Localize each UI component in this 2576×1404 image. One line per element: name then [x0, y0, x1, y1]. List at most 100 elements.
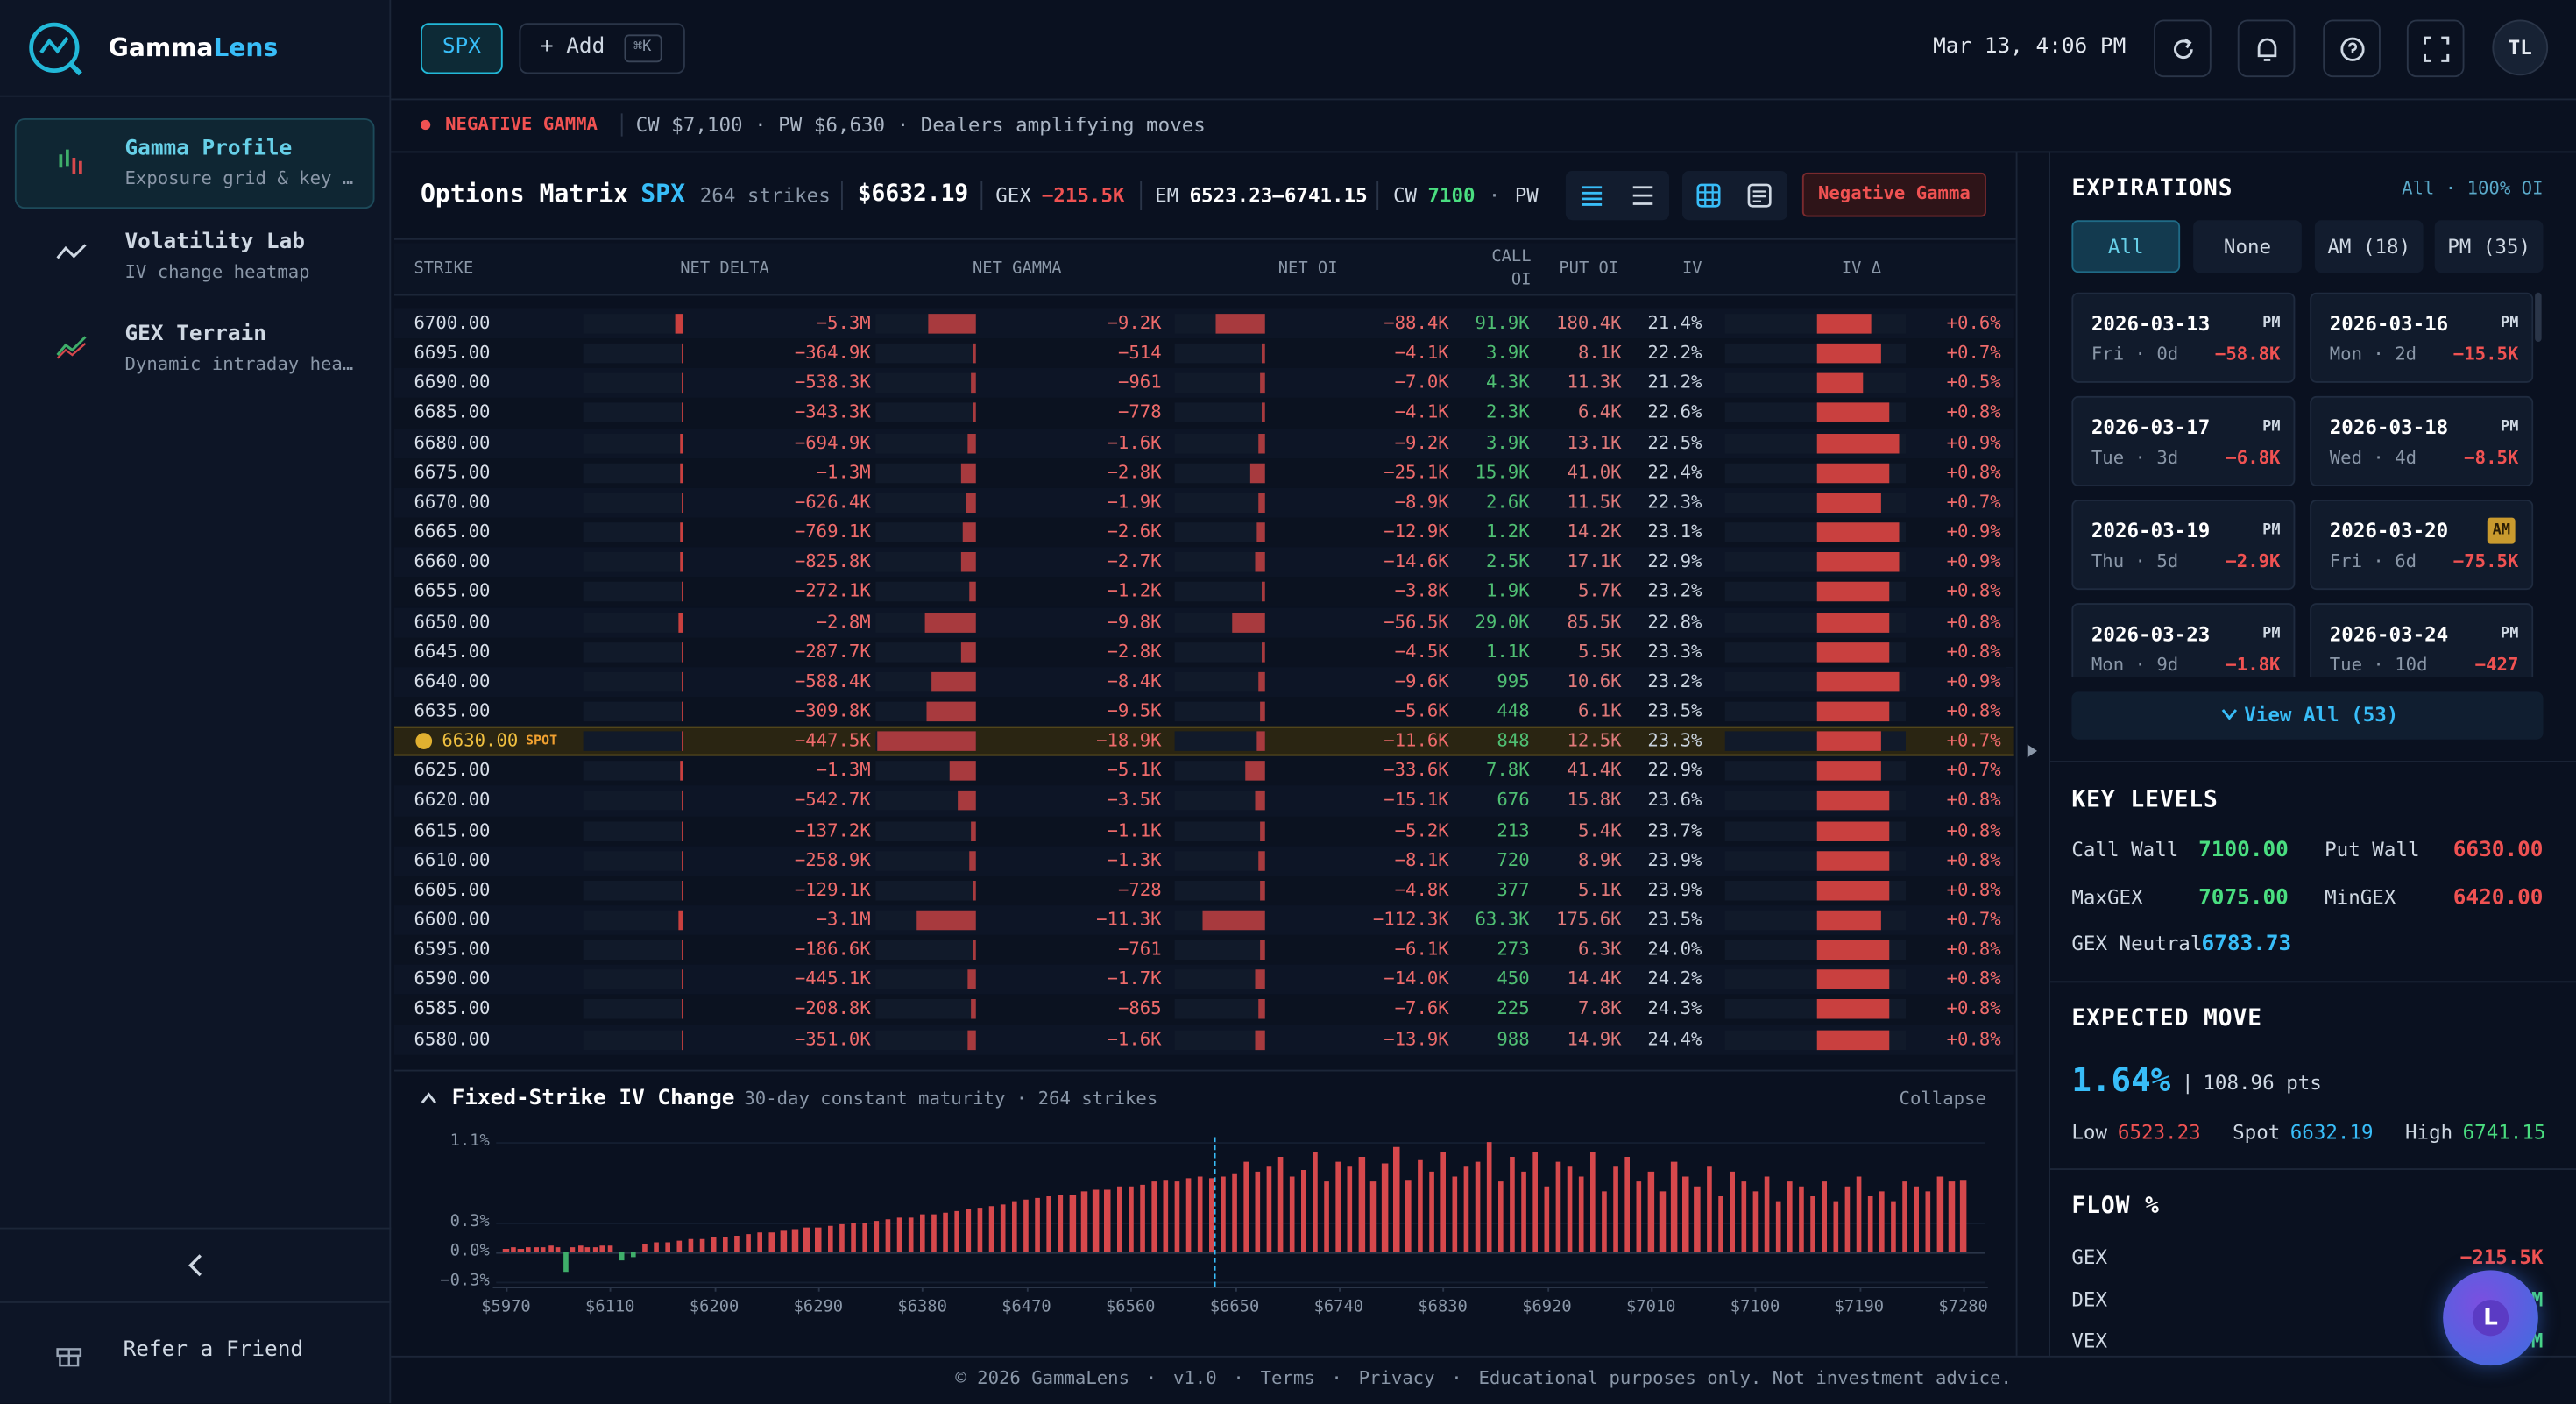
separator: ·	[1233, 1367, 1243, 1388]
iv-bar	[548, 1245, 553, 1252]
iv-change: +0.9%	[1508, 669, 2001, 695]
privacy-link[interactable]: Privacy	[1359, 1367, 1435, 1388]
session-tag: PM	[2062, 415, 2518, 441]
column-header: IV	[1682, 257, 1702, 283]
iv-bar	[607, 1245, 612, 1252]
list-view-button[interactable]	[1579, 182, 1605, 209]
iv-bar	[654, 1243, 659, 1252]
low-label: Low	[2071, 1119, 2107, 1145]
iv-bar	[943, 1212, 948, 1252]
iv-bar	[1845, 1187, 1851, 1252]
iv-bar	[676, 1241, 682, 1252]
iv-bar	[1001, 1205, 1006, 1252]
panel-border	[2016, 152, 2018, 1356]
iv-bar	[734, 1236, 740, 1252]
iv-bar	[1174, 1182, 1179, 1252]
expiration-card[interactable]: 2026-03-19PMThu · 5d−2.9K	[2071, 500, 2295, 590]
collapse-chevron[interactable]	[421, 1091, 437, 1104]
iv-bar	[1672, 1162, 1677, 1252]
alert-status: NEGATIVE GAMMA	[445, 112, 598, 138]
iv-bar	[1185, 1178, 1191, 1252]
iv-bar	[896, 1218, 902, 1252]
iv-bar	[1717, 1197, 1723, 1252]
iv-change: +0.7%	[1508, 490, 2001, 516]
iv-bar	[1116, 1187, 1122, 1252]
iv-bar	[1521, 1172, 1526, 1252]
cards-scrollbar[interactable]	[2535, 293, 2542, 342]
iv-bar	[966, 1209, 971, 1252]
divider	[2050, 761, 2576, 762]
expiration-card[interactable]: 2026-03-13PMFri · 0d−58.8K	[2071, 293, 2295, 383]
iv-bar	[700, 1240, 705, 1252]
nav-title[interactable]: Gamma Profile	[125, 137, 293, 163]
iv-bar	[1752, 1192, 1758, 1252]
high-label: High	[2405, 1119, 2452, 1145]
iv-bar	[1602, 1192, 1607, 1252]
iv-bar	[1949, 1182, 1954, 1252]
avatar-initials: TL	[2274, 34, 2576, 60]
iv-bar	[585, 1248, 591, 1252]
iv-bar	[1370, 1182, 1376, 1252]
grid-line	[496, 1252, 1985, 1253]
iv-change: +0.6%	[1508, 310, 2001, 337]
chart-subtitle: 30-day constant maturity · 264 strikes	[744, 1086, 1157, 1112]
expiration-card[interactable]: 2026-03-18PMWed · 4d−8.5K	[2310, 396, 2533, 486]
iv-bar	[920, 1215, 925, 1252]
iv-bar	[862, 1222, 867, 1252]
iv-bar	[978, 1208, 983, 1252]
iv-bar	[1764, 1177, 1769, 1252]
sidebar	[0, 0, 391, 1403]
iv-bar	[1290, 1177, 1295, 1252]
iv-bar	[1463, 1167, 1468, 1252]
iv-bar	[1093, 1190, 1099, 1252]
iv-bar	[1047, 1197, 1052, 1252]
iv-bar	[1556, 1162, 1561, 1252]
x-tick	[1026, 1287, 1028, 1292]
expirations-summary: All · 100% OI	[2050, 176, 2544, 202]
view-all-label: View All (53)	[2244, 702, 2398, 728]
y-tick-label: −0.3%	[0, 1268, 490, 1294]
assistant-label: L	[2244, 1305, 2576, 1331]
section-title: EXPECTED MOVE	[2071, 1006, 2262, 1032]
column-header: CALL OI	[1479, 246, 1532, 293]
nav-title[interactable]: Volatility Lab	[125, 230, 305, 256]
key-level-value: 6420.00	[2050, 885, 2544, 911]
iv-bar	[541, 1247, 546, 1252]
iv-bar	[619, 1252, 624, 1259]
nav-title[interactable]: GEX Terrain	[125, 323, 266, 349]
iv-bar	[1799, 1187, 1804, 1252]
iv-bar	[1058, 1195, 1064, 1252]
y-tick-label: 1.1%	[0, 1129, 490, 1155]
expiration-card[interactable]: 2026-03-16PMMon · 2d−15.5K	[2310, 293, 2533, 383]
copyright: © 2026 GammaLens	[955, 1367, 1129, 1388]
footer-border	[391, 1356, 2576, 1358]
iv-bar	[1868, 1197, 1873, 1252]
iv-bar	[954, 1211, 959, 1252]
pw-label: PW	[1515, 182, 1539, 209]
nav-icon	[56, 334, 89, 360]
key-level-label: GEX Neutral	[2071, 930, 2202, 956]
nav-subtitle: Dynamic intraday hea…	[125, 351, 354, 378]
iv-bar	[1695, 1187, 1700, 1252]
expiration-card[interactable]: 2026-03-17PMTue · 3d−6.8K	[2071, 396, 2295, 486]
footer: © 2026 GammaLens·v1.0·Terms·Privacy·Educ…	[391, 1365, 2576, 1392]
iv-bar	[781, 1230, 786, 1252]
iv-bar	[908, 1216, 913, 1252]
expiration-card[interactable]: 2026-03-20AMFri · 6d−75.5K	[2310, 500, 2533, 590]
x-tick	[506, 1287, 508, 1292]
expand-arrow[interactable]	[2026, 744, 2039, 757]
iv-bar	[989, 1206, 994, 1252]
separator: |	[2182, 1070, 2194, 1096]
terms-link[interactable]: Terms	[1261, 1367, 1315, 1388]
refer-link[interactable]: Refer a Friend	[124, 1337, 303, 1364]
divider	[1376, 181, 1378, 210]
low-value: 6523.23	[2118, 1119, 2201, 1145]
iv-bar	[600, 1244, 605, 1252]
iv-bar	[1914, 1187, 1920, 1252]
collapse-button: Collapse	[1493, 1086, 1986, 1112]
alert-dot	[421, 120, 430, 130]
expiration-card[interactable]: 2026-03-24PMTue · 10d−427	[2310, 603, 2533, 677]
column-header: PUT OI	[1559, 257, 1618, 283]
expiration-gex: −8.5K	[2062, 445, 2518, 472]
